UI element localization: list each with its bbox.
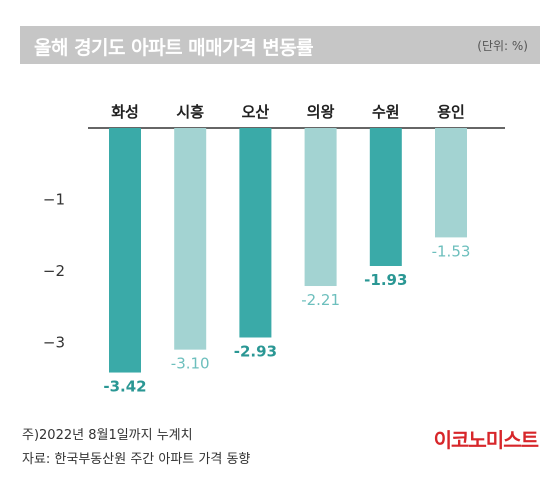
- bar: [435, 128, 467, 238]
- category-label: 오산: [242, 103, 270, 121]
- value-label: -2.93: [234, 342, 277, 360]
- bar-chart: 화성 시흥 오산 의왕 수원 용인 −1 −2 −3 -3.42 -3.10 -2.93 -2.21…: [43, 103, 505, 396]
- title-bar: 올해 경기도 아파트 매매가격 변동률 (단위: %): [20, 26, 540, 64]
- category-label: 화성: [111, 103, 139, 121]
- category-label: 의왕: [307, 103, 335, 121]
- value-label: -3.42: [103, 378, 146, 396]
- category-label: 수원: [372, 103, 400, 121]
- source-note: 자료: 한국부동산원 주간 아파트 가격 동향: [22, 452, 251, 467]
- category-label: 시흥: [176, 103, 204, 121]
- footnote: 주)2022년 8월1일까지 누계치: [22, 428, 193, 443]
- value-label: -1.53: [432, 242, 471, 260]
- y-tick-label: −1: [43, 191, 65, 209]
- bar: [369, 128, 402, 266]
- category-label: 용인: [437, 103, 465, 121]
- bar: [304, 128, 337, 287]
- value-label: -3.10: [171, 355, 210, 373]
- value-label: -1.93: [364, 271, 407, 289]
- bar: [174, 128, 207, 350]
- bar: [109, 128, 141, 373]
- value-label: -2.21: [301, 291, 340, 309]
- chart-title: 올해 경기도 아파트 매매가격 변동률: [34, 37, 314, 59]
- unit-label: (단위: %): [477, 39, 528, 53]
- bar: [239, 128, 272, 338]
- y-tick-label: −3: [43, 334, 65, 352]
- y-tick-label: −2: [43, 262, 65, 280]
- brand-logo: 이코노미스트: [433, 428, 539, 452]
